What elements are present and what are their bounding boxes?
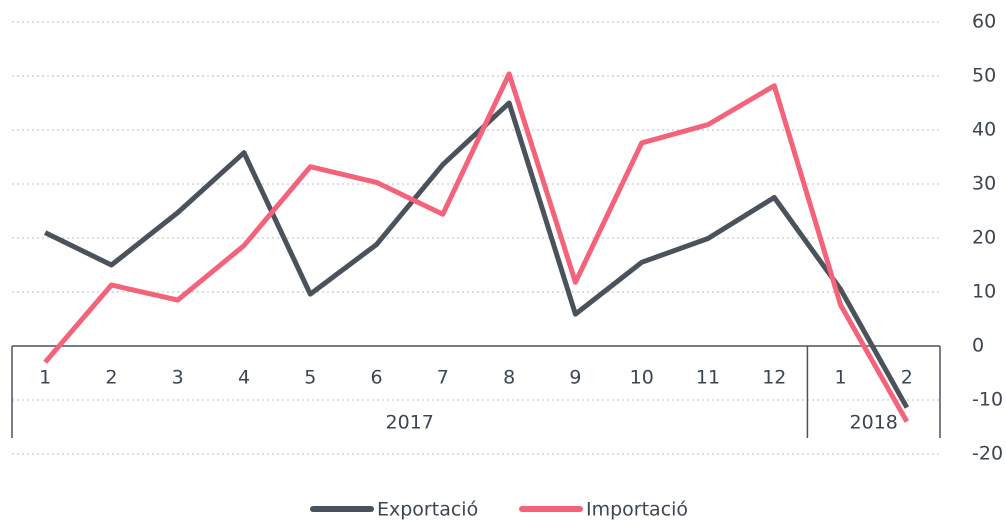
x-tick-label: 6 bbox=[371, 367, 383, 389]
legend-label: Importació bbox=[586, 499, 688, 520]
x-tick-label: 8 bbox=[503, 367, 515, 389]
x-tick-label: 1 bbox=[835, 367, 847, 389]
x-tick-label: 4 bbox=[238, 367, 250, 389]
y-tick-label: 60 bbox=[972, 11, 996, 33]
x-tick-label: 3 bbox=[172, 367, 184, 389]
y-tick-label: 20 bbox=[972, 227, 996, 249]
x-tick-label: 12 bbox=[762, 367, 786, 389]
y-tick-label: 30 bbox=[972, 173, 996, 195]
x-tick-label: 9 bbox=[569, 367, 581, 389]
x-tick-label: 2 bbox=[901, 367, 913, 389]
y-tick-label: -10 bbox=[972, 389, 1003, 411]
x-tick-label: 7 bbox=[437, 367, 449, 389]
legend-item: Importació bbox=[519, 499, 688, 520]
x-tick-label: 2 bbox=[105, 367, 117, 389]
y-tick-label: 0 bbox=[972, 335, 984, 357]
series-line bbox=[43, 71, 910, 423]
group-label: 2018 bbox=[850, 412, 898, 434]
legend-item: Exportació bbox=[310, 499, 478, 520]
y-tick-label: 10 bbox=[972, 281, 996, 303]
y-tick-label: 40 bbox=[972, 119, 996, 141]
group-label: 2017 bbox=[386, 412, 434, 434]
series-line bbox=[44, 100, 910, 409]
x-tick-label: 11 bbox=[696, 367, 720, 389]
y-tick-label: -20 bbox=[972, 443, 1003, 465]
x-tick-label: 5 bbox=[304, 367, 316, 389]
x-tick-label: 1 bbox=[39, 367, 51, 389]
x-tick-label: 10 bbox=[630, 367, 654, 389]
y-tick-label: 50 bbox=[972, 65, 996, 87]
legend-label: Exportació bbox=[377, 499, 478, 520]
